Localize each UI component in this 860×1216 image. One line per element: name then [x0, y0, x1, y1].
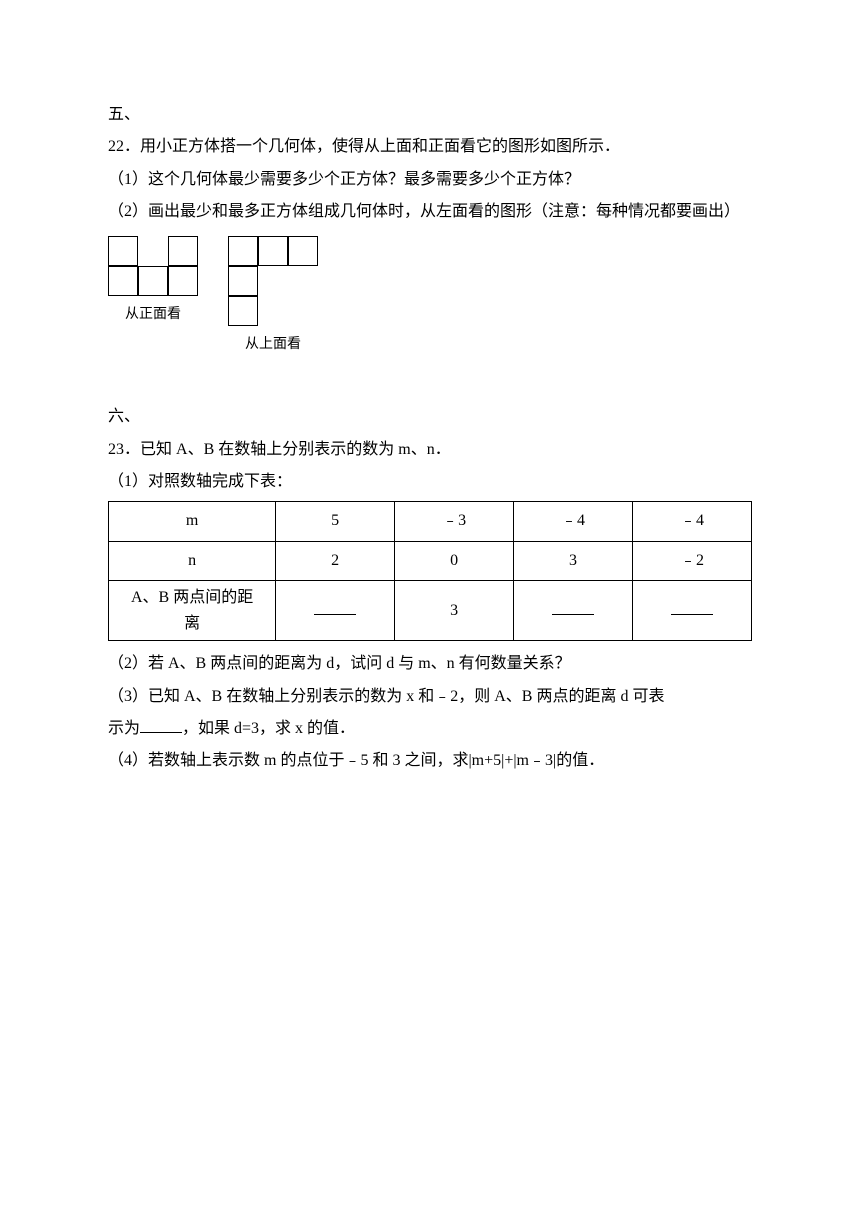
blank-line — [552, 599, 594, 615]
grid-cell — [258, 236, 288, 266]
row-label-n: n — [109, 541, 276, 580]
figures-row: 从正面看 从上面看 — [108, 236, 752, 359]
table-cell-blank — [514, 581, 633, 641]
grid-cell — [228, 236, 258, 266]
grid-cell-empty — [138, 236, 168, 266]
q22-sub2: （2）画出最少和最多正方体组成几何体时，从左面看的图形（注意：每种情况都要画出） — [108, 197, 752, 227]
table-cell: 0 — [395, 541, 514, 580]
q23-number: 23． — [108, 441, 140, 458]
q23-sub3b: 示为 ，如果 d=3，求 x 的值． — [108, 714, 752, 744]
data-table: m 5 ﹣3 ﹣4 ﹣4 n 2 0 3 ﹣2 A、B 两点间的距 离 3 — [108, 501, 752, 641]
q23-sub2: （2）若 A、B 两点间的距离为 d，试问 d 与 m、n 有何数量关系？ — [108, 649, 752, 679]
grid-cell — [228, 296, 258, 326]
grid-cell — [288, 236, 318, 266]
q23-sub1: （1）对照数轴完成下表： — [108, 467, 752, 497]
grid-cell-empty — [258, 296, 288, 326]
grid-cell — [108, 266, 138, 296]
front-view-block: 从正面看 — [108, 236, 198, 359]
q23-sub4: （4）若数轴上表示数 m 的点位于﹣5 和 3 之间，求|m+5|+|m﹣3|的… — [108, 746, 752, 776]
table-cell: ﹣3 — [395, 502, 514, 541]
row-label-dist-l1: A、B 两点间的距 — [131, 589, 253, 606]
table-cell-blank — [633, 581, 752, 641]
grid-cell — [138, 266, 168, 296]
front-view-grid — [108, 236, 198, 296]
blank-line — [140, 719, 182, 733]
table-row: m 5 ﹣3 ﹣4 ﹣4 — [109, 502, 752, 541]
table-cell: ﹣4 — [633, 502, 752, 541]
table-cell: ﹣2 — [633, 541, 752, 580]
table-cell: 2 — [276, 541, 395, 580]
q22-text: 用小正方体搭一个几何体，使得从上面和正面看它的图形如图所示． — [140, 138, 620, 155]
q23-text: 已知 A、B 在数轴上分别表示的数为 m、n． — [140, 441, 451, 458]
table-cell: 3 — [514, 541, 633, 580]
q23-line: 23．已知 A、B 在数轴上分别表示的数为 m、n． — [108, 435, 752, 465]
q23-sub3b-suffix: ，如果 d=3，求 x 的值． — [182, 720, 355, 737]
grid-cell — [168, 236, 198, 266]
table-row: A、B 两点间的距 离 3 — [109, 581, 752, 641]
grid-cell — [108, 236, 138, 266]
row-label-m: m — [109, 502, 276, 541]
q22-sub1: （1）这个几何体最少需要多少个正方体？最多需要多少个正方体？ — [108, 165, 752, 195]
row-label-dist: A、B 两点间的距 离 — [109, 581, 276, 641]
grid-cell-empty — [288, 266, 318, 296]
q23-sub3a: （3）已知 A、B 在数轴上分别表示的数为 x 和﹣2，则 A、B 两点的距离 … — [108, 682, 752, 712]
q22-line: 22．用小正方体搭一个几何体，使得从上面和正面看它的图形如图所示． — [108, 132, 752, 162]
q23-sub3b-prefix: 示为 — [108, 720, 140, 737]
top-view-caption: 从上面看 — [245, 332, 301, 359]
grid-cell — [168, 266, 198, 296]
blank-line — [314, 599, 356, 615]
section-5-heading: 五、 — [108, 100, 752, 130]
grid-cell-empty — [288, 296, 318, 326]
table-cell-blank — [276, 581, 395, 641]
top-view-block: 从上面看 — [228, 236, 318, 359]
grid-cell-empty — [258, 266, 288, 296]
q22-number: 22． — [108, 138, 140, 155]
top-view-grid — [228, 236, 318, 326]
blank-line — [671, 599, 713, 615]
section-6-heading: 六、 — [108, 402, 752, 432]
table-cell: ﹣4 — [514, 502, 633, 541]
table-cell: 3 — [395, 581, 514, 641]
table-cell: 5 — [276, 502, 395, 541]
table-row: n 2 0 3 ﹣2 — [109, 541, 752, 580]
front-view-caption: 从正面看 — [125, 302, 181, 329]
grid-cell — [228, 266, 258, 296]
row-label-dist-l2: 离 — [184, 615, 200, 632]
